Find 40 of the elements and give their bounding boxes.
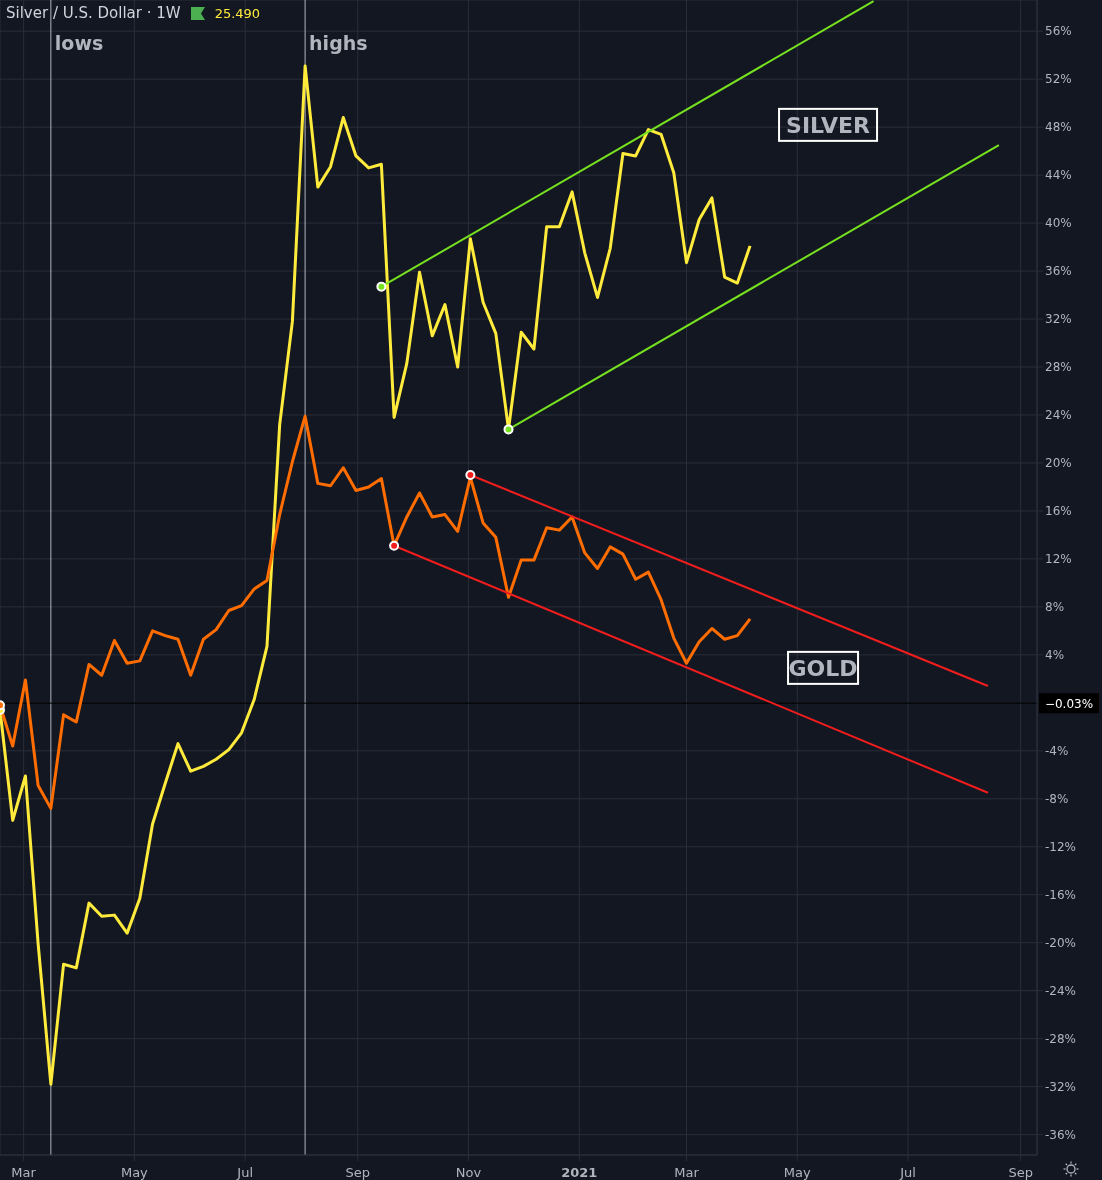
y-tick-label: 56% bbox=[1045, 24, 1072, 39]
ref-line-label: −0.03% bbox=[1044, 697, 1094, 712]
x-tick-label: Nov bbox=[455, 1165, 482, 1180]
x-tick-label: Jul bbox=[236, 1165, 254, 1180]
y-tick-label: 40% bbox=[1045, 216, 1072, 231]
y-tick-label: 28% bbox=[1045, 360, 1072, 375]
y-tick-label: 4% bbox=[1045, 648, 1065, 663]
y-tick-label: 24% bbox=[1045, 408, 1072, 423]
y-tick-label: 8% bbox=[1045, 600, 1065, 615]
x-tick-label: Sep bbox=[1008, 1165, 1033, 1180]
y-tick-label: 48% bbox=[1045, 120, 1072, 135]
chart-title: Silver / U.S. Dollar · 1W bbox=[6, 4, 181, 22]
y-tick-label: 12% bbox=[1045, 552, 1072, 567]
x-tick-label: Sep bbox=[345, 1165, 371, 1180]
x-tick-label: May bbox=[120, 1165, 149, 1180]
y-tick-label: -36% bbox=[1045, 1127, 1077, 1142]
x-tick-label: May bbox=[783, 1165, 812, 1180]
text: GOLD bbox=[788, 655, 858, 681]
annotation: 25.490 bbox=[214, 5, 261, 21]
x-tick-label: Jul bbox=[899, 1165, 916, 1180]
ref-line-label: highs bbox=[309, 32, 368, 54]
ref-line-label: lows bbox=[54, 32, 104, 54]
x-tick-label: 2021 bbox=[561, 1165, 598, 1180]
y-tick-label: -28% bbox=[1045, 1031, 1077, 1046]
y-tick-label: 52% bbox=[1045, 72, 1072, 87]
y-tick-label: -8% bbox=[1045, 792, 1069, 807]
y-tick-label: 36% bbox=[1045, 264, 1072, 279]
y-tick-label: -12% bbox=[1045, 840, 1077, 855]
y-tick-label: 44% bbox=[1045, 168, 1072, 183]
y-tick-label: -16% bbox=[1045, 888, 1077, 902]
text: SILVER bbox=[786, 112, 871, 138]
y-tick-label: -32% bbox=[1045, 1079, 1077, 1094]
x-tick-label: Mar bbox=[674, 1165, 700, 1180]
y-tick-label: 20% bbox=[1045, 456, 1072, 471]
y-tick-label: 16% bbox=[1045, 504, 1072, 519]
x-tick-label: Mar bbox=[11, 1165, 37, 1180]
y-tick-label: -4% bbox=[1045, 744, 1069, 759]
y-tick-label: 32% bbox=[1045, 312, 1072, 327]
y-tick-label: -24% bbox=[1045, 983, 1077, 998]
y-tick-label: -20% bbox=[1045, 935, 1077, 950]
